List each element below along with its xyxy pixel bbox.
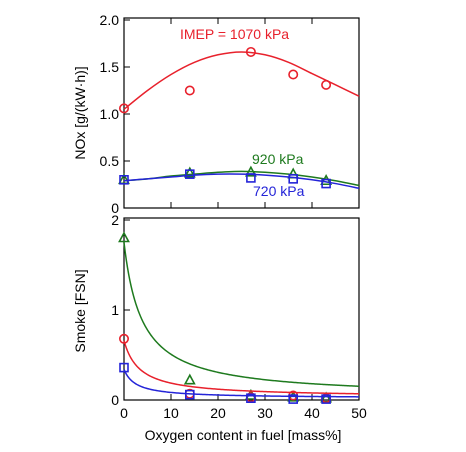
smoke-point-square [246,393,256,404]
nox-y-tick-label: 0 [111,200,119,216]
nox-y-tick-label: 2.0 [100,12,120,28]
nox-point-square [321,178,331,189]
nox-point-square [185,169,195,179]
smoke-y-tick-label: 1 [111,302,119,318]
nox-y-tick-label: 1.5 [100,59,120,75]
smoke-point-square [185,389,195,400]
smoke-fit-curve-0 [123,242,360,387]
series-label-920: 920 kPa [252,151,304,167]
smoke-point-triangle [183,373,196,385]
nox-point-circle [321,79,332,90]
nox-point-square [119,175,129,185]
smoke-y-axis-label: Smoke [FSN] [72,269,88,352]
x-axis-label: Oxygen content in fuel [mass%] [145,427,342,443]
nox-fit-curve-0 [123,51,360,110]
smoke-x-tick-label: 40 [304,405,320,421]
series-label-720: 720 kPa [253,183,305,199]
smoke-x-tick-label: 50 [351,405,367,421]
nox-point-circle [119,103,130,114]
smoke-point-square [119,362,129,373]
smoke-fit-curve-1 [123,340,360,395]
smoke-plot-frame [123,217,360,401]
smoke-point-circle [119,333,130,344]
nox-point-square [288,174,299,184]
nox-point-circle [184,85,195,96]
nox-y-tick-label: 1.0 [100,106,120,122]
series-label-imep-1070: IMEP = 1070 kPa [180,26,289,42]
nox-y-axis-label: NOx [g/(kW·h)] [72,66,88,159]
smoke-point-triangle [118,231,130,243]
smoke-x-tick-label: 20 [210,405,226,421]
nox-panel: 0 0.5 1.0 1.5 2.0 [100,12,360,216]
nox-point-circle [245,46,256,57]
smoke-fit-curve-2 [123,369,360,398]
smoke-point-square [321,394,331,404]
nox-fit-curve-2 [123,173,360,189]
nox-point-triangle [183,166,196,178]
smoke-x-tick-label: 10 [163,405,179,421]
smoke-point-square [288,394,299,404]
smoke-x-tick-label: 30 [257,405,273,421]
smoke-y-tick-label: 2 [111,212,119,228]
smoke-y-tick-label: 0 [111,392,119,408]
smoke-x-tick-label: 0 [120,405,128,421]
nox-point-square [246,173,256,183]
nox-point-circle [288,69,299,80]
nox-point-triangle [244,165,257,177]
nox-y-tick-label: 0.5 [100,153,120,169]
